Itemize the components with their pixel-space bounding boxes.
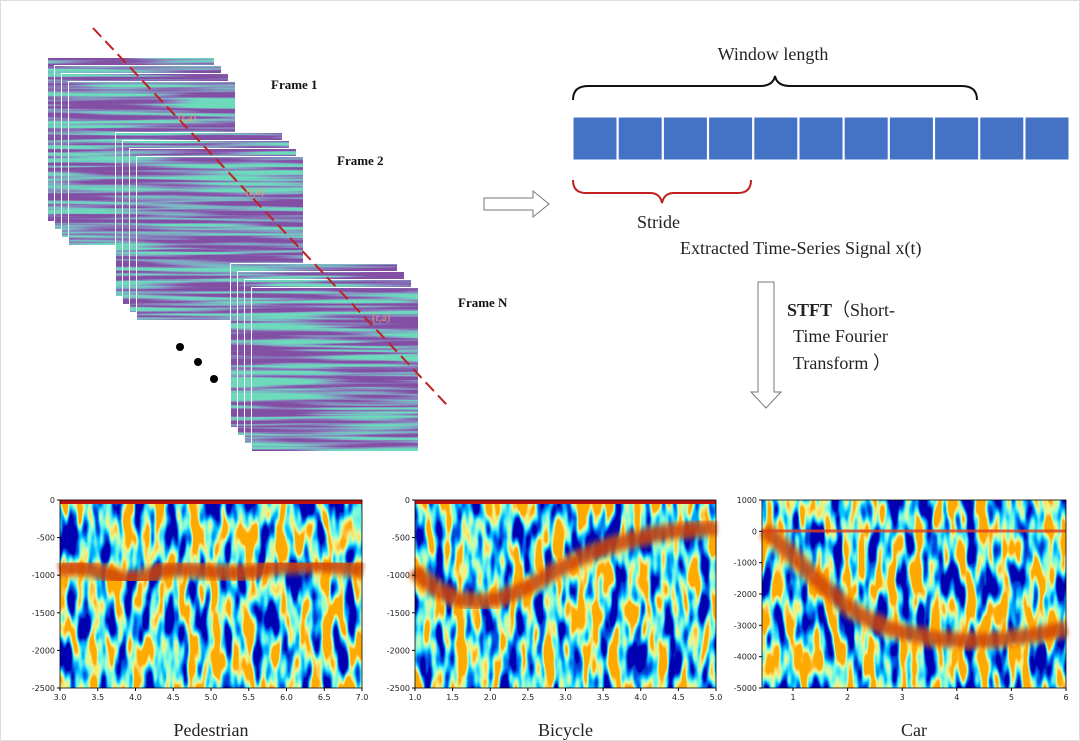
frame-label: Frame 2 <box>337 153 384 168</box>
window-box <box>753 116 799 161</box>
y-tick-label: -1000 <box>734 559 757 568</box>
stft-text: （Short- <box>832 300 895 320</box>
x-tick-label: 4.5 <box>672 693 685 702</box>
brace <box>572 75 978 101</box>
frame <box>252 288 418 451</box>
stft-line: Time Fourier <box>793 326 888 346</box>
dot <box>176 343 184 351</box>
window-title: Window length <box>718 44 829 64</box>
x-tick-label: 1.0 <box>409 693 422 702</box>
x-tick-label: 6.0 <box>280 693 293 702</box>
arrow-down <box>749 281 783 409</box>
window-box <box>617 116 663 161</box>
y-tick-label: -2000 <box>734 590 757 599</box>
x-tick-label: 4.0 <box>634 693 647 702</box>
y-tick-label: -500 <box>392 534 410 543</box>
x-tick-label: 5.0 <box>710 693 723 702</box>
window-box <box>934 116 980 161</box>
x-tick-label: 3.5 <box>597 693 610 702</box>
x-tick-label: 4.0 <box>129 693 142 702</box>
x-tick-label: 1.5 <box>446 693 459 702</box>
spectrogram <box>60 500 362 688</box>
spectrogram-track <box>757 521 1069 652</box>
point-label: (r,a) <box>372 312 391 324</box>
frame-stacks <box>47 57 419 452</box>
spectrogram <box>762 500 1066 688</box>
arrow-right <box>483 189 550 219</box>
y-tick-label: -2500 <box>387 684 410 693</box>
y-tick-label: 1000 <box>737 496 757 505</box>
y-tick-label: -2000 <box>32 646 55 655</box>
plot-label: Bicycle <box>538 720 593 740</box>
x-tick-label: 7.0 <box>356 693 369 702</box>
y-tick-label: 0 <box>405 496 410 505</box>
point-label: (r,a) <box>178 112 197 124</box>
x-tick-label: 3.0 <box>559 693 572 702</box>
window-box <box>888 116 934 161</box>
frame-label: Frame 1 <box>271 77 318 92</box>
y-tick-label: -5000 <box>734 684 757 693</box>
window-boxes <box>572 116 1070 161</box>
stft-line: STFT（Short- <box>787 300 895 320</box>
spectrogram-track <box>57 553 364 591</box>
x-tick-label: 4.5 <box>167 693 180 702</box>
spectrogram-track <box>406 517 717 613</box>
x-tick-label: 2.0 <box>484 693 497 702</box>
y-tick-label: -2000 <box>387 646 410 655</box>
stride-label: Stride <box>637 212 680 232</box>
y-tick-label: -1500 <box>387 609 410 618</box>
stride-brace <box>572 179 752 204</box>
y-tick-label: -4000 <box>734 653 757 662</box>
x-tick-label: 3 <box>900 693 905 702</box>
spectrogram-track <box>60 500 362 504</box>
window-box <box>572 116 618 161</box>
x-tick-label: 2.5 <box>522 693 535 702</box>
x-tick-label: 5 <box>1009 693 1014 702</box>
window-box <box>798 116 844 161</box>
window-box <box>662 116 708 161</box>
frame-label: Frame N <box>458 295 508 310</box>
y-tick-label: -2500 <box>32 684 55 693</box>
y-tick-label: 0 <box>50 496 55 505</box>
plot-label: Pedestrian <box>174 720 249 740</box>
y-tick-label: -1000 <box>387 571 410 580</box>
window-box <box>843 116 889 161</box>
stft-bold: STFT <box>787 300 832 320</box>
x-tick-label: 5.0 <box>205 693 218 702</box>
x-tick-label: 3.0 <box>54 693 67 702</box>
y-tick-label: -500 <box>37 534 55 543</box>
spectrogram-track <box>415 500 716 504</box>
x-tick-label: 4 <box>954 693 959 702</box>
plots: 3.0 3.5 4.0 4.5 5.0 5.5 6.0 6.5 7.0 0 -500 -1000 -15… <box>32 496 1069 740</box>
stft-line: Transform ） <box>793 353 891 373</box>
window-box <box>979 116 1025 161</box>
y-tick-label: 0 <box>752 527 757 536</box>
x-tick-label: 5.5 <box>242 693 255 702</box>
x-tick-label: 2 <box>845 693 850 702</box>
point-label: (r,a) <box>246 186 265 198</box>
plot-label: Car <box>901 720 927 740</box>
dot <box>210 375 218 383</box>
y-tick-label: -3000 <box>734 621 757 630</box>
dot <box>194 358 202 366</box>
y-tick-label: -1000 <box>32 571 55 580</box>
window-box <box>708 116 754 161</box>
x-tick-label: 6 <box>1063 693 1068 702</box>
x-tick-label: 1 <box>790 693 795 702</box>
x-tick-label: 3.5 <box>91 693 104 702</box>
signal-label: Extracted Time-Series Signal x(t) <box>680 238 921 259</box>
window-box <box>1024 116 1070 161</box>
y-tick-label: -1500 <box>32 609 55 618</box>
x-tick-label: 6.5 <box>318 693 331 702</box>
dashed-line <box>92 27 448 406</box>
